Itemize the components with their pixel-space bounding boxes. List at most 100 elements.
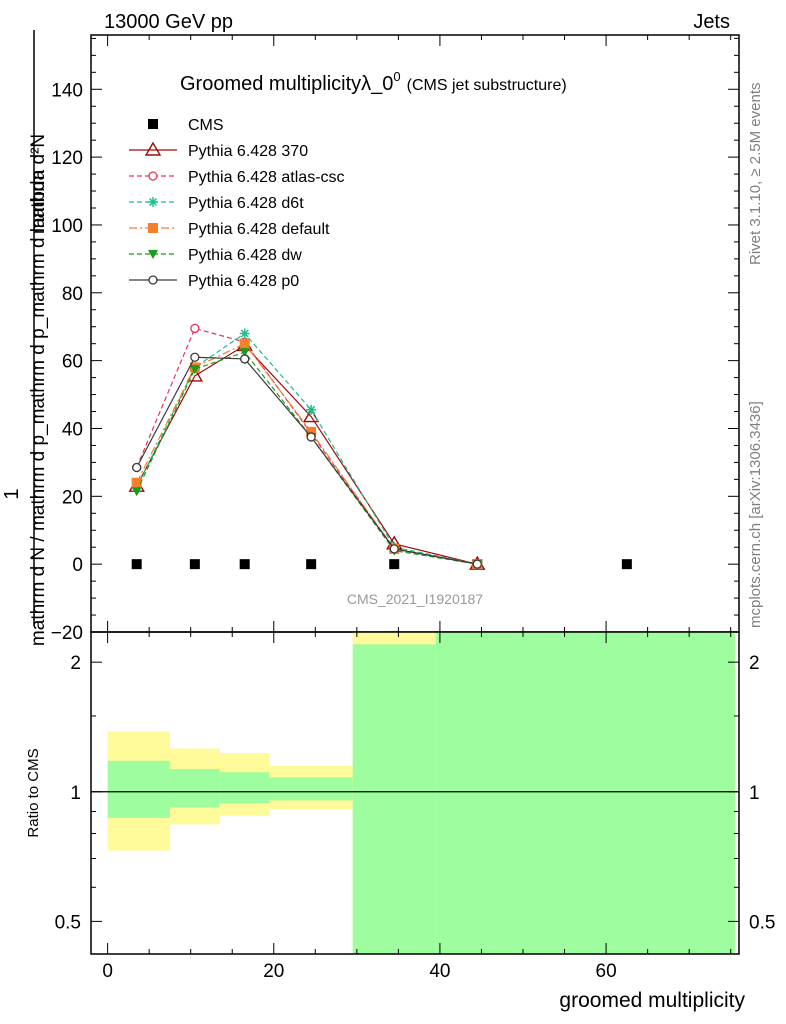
legend-entry: Pythia 6.428 dw bbox=[129, 247, 302, 264]
data-point bbox=[239, 328, 250, 339]
series-line bbox=[136, 332, 478, 565]
green-band bbox=[107, 760, 170, 818]
y-axis-denominator: mathrm d N / mathrm d p_mathrm d p_mathr… bbox=[28, 169, 49, 646]
plot-title-text: Groomed multiplicityλ_0 bbox=[180, 73, 393, 95]
series-6 bbox=[132, 352, 482, 569]
y-tick-label: 80 bbox=[62, 284, 83, 305]
data-point bbox=[132, 462, 142, 473]
y-tick-label: 0 bbox=[72, 555, 83, 576]
series-0 bbox=[131, 559, 632, 570]
star-stroke bbox=[148, 197, 158, 207]
series-3 bbox=[131, 328, 483, 570]
x-tick-label: 60 bbox=[596, 961, 617, 982]
plot-title: Groomed multiplicityλ_00 (CMS jet substru… bbox=[180, 69, 567, 95]
collision-label: 13000 GeV pp bbox=[104, 11, 233, 33]
data-point bbox=[239, 338, 250, 349]
legend-entry: Pythia 6.428 default bbox=[129, 221, 330, 238]
data-point bbox=[131, 487, 142, 497]
legend-label: Pythia 6.428 atlas-csc bbox=[188, 169, 345, 186]
data-point bbox=[302, 408, 320, 423]
data-point bbox=[306, 432, 316, 442]
data-point bbox=[239, 348, 250, 358]
y-tick-label: 120 bbox=[51, 148, 83, 169]
category-label: Jets bbox=[693, 11, 730, 33]
ratio-y-tick-label: 1 bbox=[70, 783, 81, 804]
series-line bbox=[136, 344, 478, 565]
plot-title-superscript: 0 bbox=[393, 69, 400, 84]
legend-entry: Pythia 6.428 atlas-csc bbox=[129, 169, 345, 186]
data-point bbox=[186, 367, 204, 382]
legend-marker bbox=[148, 223, 158, 233]
legend-entry: CMS bbox=[148, 117, 224, 134]
legend-entry: Pythia 6.428 d6t bbox=[129, 195, 304, 212]
data-point bbox=[239, 559, 250, 570]
data-point bbox=[472, 559, 482, 569]
series-line bbox=[136, 342, 478, 565]
legend: CMS Pythia 6.428 370 Pythia 6.428 atlas-cs… bbox=[129, 117, 345, 290]
plot-subtitle: (CMS jet substructure) bbox=[407, 77, 567, 94]
data-point bbox=[621, 559, 632, 570]
legend-marker bbox=[148, 119, 158, 129]
green-band bbox=[352, 644, 436, 954]
legend-marker bbox=[148, 171, 158, 181]
legend-label: CMS bbox=[188, 117, 224, 134]
green-band bbox=[435, 632, 735, 954]
data-point bbox=[306, 559, 317, 570]
data-point bbox=[131, 477, 142, 488]
main-plot: Groomed multiplicityλ_00(CMS jet substru… bbox=[51, 34, 740, 644]
series-line bbox=[136, 356, 478, 565]
legend-entry: Pythia 6.428 370 bbox=[129, 141, 308, 160]
data-point bbox=[131, 559, 142, 570]
ratio-y-tick-label: 2 bbox=[70, 653, 81, 674]
legend-marker bbox=[148, 250, 158, 259]
x-tick-label: 0 bbox=[102, 961, 113, 982]
mcplots-label: mcplots.cern.ch [arXiv:1306.3436] bbox=[747, 401, 764, 628]
legend-marker bbox=[148, 197, 158, 207]
legend-marker bbox=[148, 275, 158, 285]
green-band bbox=[169, 768, 220, 808]
data-point bbox=[389, 544, 399, 554]
data-point bbox=[189, 365, 200, 375]
y-axis-numerator: 1 bbox=[1, 488, 23, 499]
ratio-plot: 0.5 0.51 12 20 20 40 60 bbox=[55, 631, 775, 982]
y-tick-label: 40 bbox=[62, 419, 83, 440]
ratio-plot-frame bbox=[90, 631, 740, 955]
legend-label: Pythia 6.428 p0 bbox=[188, 273, 299, 290]
series-line bbox=[136, 351, 478, 565]
data-point bbox=[240, 354, 250, 364]
legend-entry: Pythia 6.428 p0 bbox=[129, 273, 299, 290]
y-tick-label: 60 bbox=[62, 352, 83, 373]
analysis-watermark: CMS_2021_I1920187 bbox=[347, 591, 483, 607]
series-5 bbox=[131, 348, 483, 570]
series-1 bbox=[128, 336, 486, 570]
legend-label: Pythia 6.428 default bbox=[188, 221, 330, 238]
rivet-version-label: Rivet 3.1.10, ≥ 2.5M events bbox=[747, 83, 764, 266]
y-tick-label: 140 bbox=[51, 80, 83, 101]
star-stroke bbox=[240, 329, 249, 338]
series-line bbox=[136, 327, 478, 565]
y-tick-label: 20 bbox=[62, 487, 83, 508]
y-tick-label: −20 bbox=[51, 623, 83, 644]
star-stroke bbox=[307, 405, 316, 414]
ratio-y-tick-label: 0.5 bbox=[55, 912, 81, 933]
x-tick-label: 20 bbox=[263, 961, 284, 982]
data-point bbox=[190, 323, 200, 334]
ratio-y-tick-label-right: 0.5 bbox=[749, 912, 775, 933]
data-point bbox=[306, 404, 317, 415]
series-4 bbox=[131, 338, 483, 570]
green-band bbox=[269, 777, 353, 801]
legend-label: Pythia 6.428 d6t bbox=[188, 195, 304, 212]
x-tick-label: 40 bbox=[429, 961, 450, 982]
green-band bbox=[219, 772, 270, 804]
legend-label: Pythia 6.428 dw bbox=[188, 247, 302, 264]
ratio-y-axis-label: Ratio to CMS bbox=[25, 748, 42, 837]
x-axis-label: groomed multiplicity bbox=[559, 989, 745, 1012]
ratio-y-tick-label-right: 1 bbox=[749, 783, 760, 804]
legend-label: Pythia 6.428 370 bbox=[188, 143, 308, 160]
legend-marker bbox=[144, 141, 162, 156]
ratio-y-tick-label-right: 2 bbox=[749, 653, 760, 674]
data-point bbox=[306, 426, 317, 437]
series-2 bbox=[132, 323, 482, 569]
data-point bbox=[189, 559, 200, 570]
main-y-axis-label: 1 mathrm d²N mathrm d N / mathrm d p_mat… bbox=[1, 30, 49, 646]
